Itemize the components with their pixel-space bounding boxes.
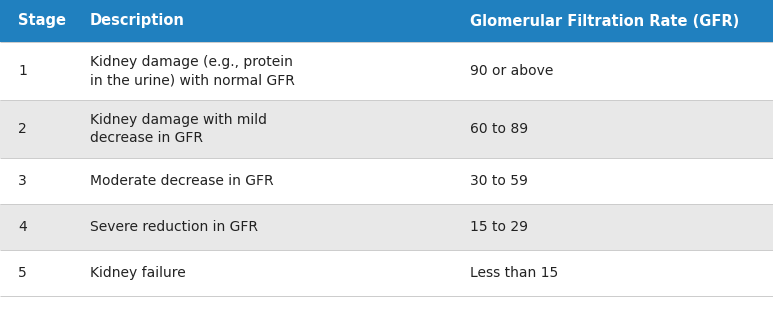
Bar — [0, 158, 773, 204]
Text: Moderate decrease in GFR: Moderate decrease in GFR — [90, 174, 274, 188]
Text: Severe reduction in GFR: Severe reduction in GFR — [90, 220, 258, 234]
Text: 2: 2 — [18, 122, 27, 136]
Text: 90 or above: 90 or above — [470, 64, 553, 78]
Text: 3: 3 — [18, 174, 27, 188]
Text: Kidney damage with mild
decrease in GFR: Kidney damage with mild decrease in GFR — [90, 113, 267, 146]
Bar — [0, 42, 773, 100]
Text: 60 to 89: 60 to 89 — [470, 122, 528, 136]
Bar — [0, 250, 773, 296]
Text: Less than 15: Less than 15 — [470, 266, 558, 280]
Text: 4: 4 — [18, 220, 27, 234]
Text: Stage: Stage — [18, 14, 66, 29]
Text: 30 to 59: 30 to 59 — [470, 174, 528, 188]
Text: Glomerular Filtration Rate (GFR): Glomerular Filtration Rate (GFR) — [470, 14, 739, 29]
Bar — [0, 100, 773, 158]
Text: 5: 5 — [18, 266, 27, 280]
Text: 15 to 29: 15 to 29 — [470, 220, 528, 234]
Bar — [0, 204, 773, 250]
Text: 1: 1 — [18, 64, 27, 78]
Bar — [0, 0, 773, 42]
Text: Kidney failure: Kidney failure — [90, 266, 186, 280]
Text: Description: Description — [90, 14, 185, 29]
Text: Kidney damage (e.g., protein
in the urine) with normal GFR: Kidney damage (e.g., protein in the urin… — [90, 55, 295, 87]
